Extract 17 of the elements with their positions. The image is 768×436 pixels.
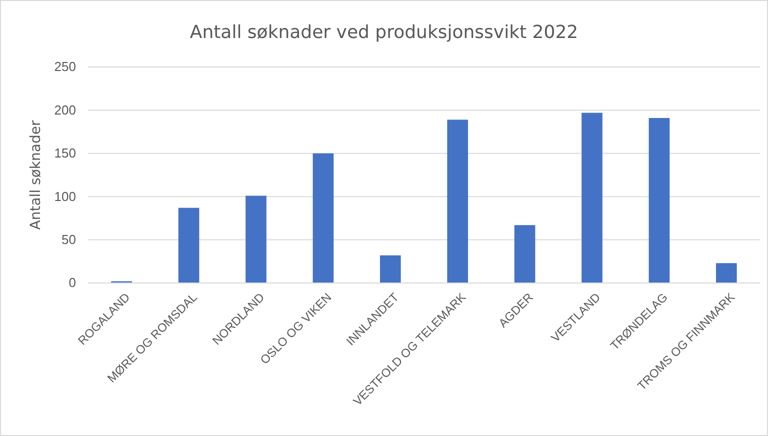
y-axis-title: Antall søknader — [28, 120, 44, 230]
y-tick-label: 150 — [54, 146, 76, 161]
y-tick-label: 200 — [54, 102, 76, 118]
y-tick-label: 0 — [68, 275, 76, 290]
bar — [582, 112, 602, 283]
bar — [648, 118, 670, 283]
bar — [716, 263, 737, 283]
y-tick-label: 100 — [54, 188, 76, 204]
bar — [246, 196, 266, 283]
bar — [178, 208, 200, 283]
bar — [447, 120, 468, 283]
bar — [312, 153, 334, 283]
y-tick-label: 250 — [54, 59, 76, 74]
bar — [514, 225, 536, 283]
y-tick-label: 50 — [62, 232, 76, 247]
bar — [380, 255, 401, 283]
chart-title: Antall søknader ved produksjonssvikt 2022 — [190, 22, 578, 43]
